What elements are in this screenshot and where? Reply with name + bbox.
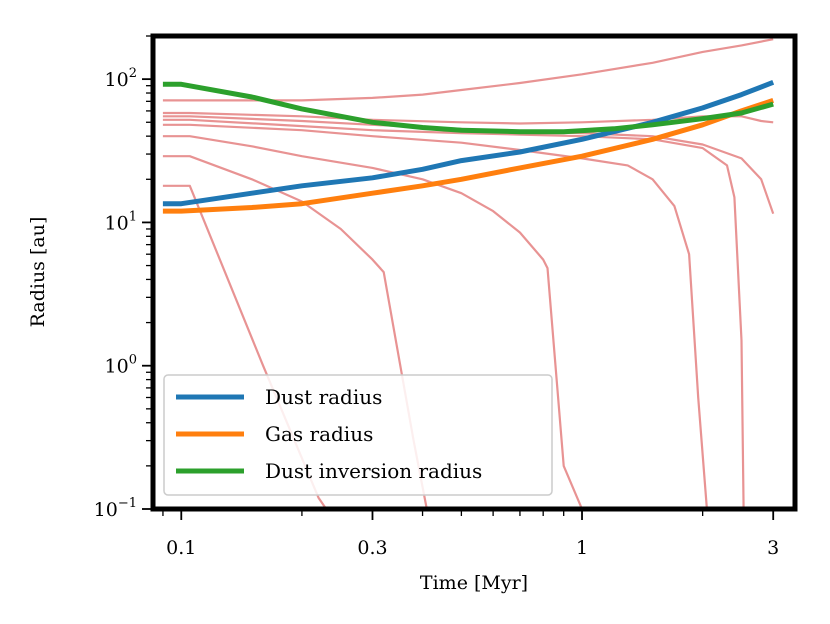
y-tick-exponent: 1	[129, 209, 137, 224]
y-tick-label: 101	[105, 209, 137, 234]
y-tick-label: 10−1	[94, 496, 137, 521]
legend-label: Dust radius	[265, 385, 382, 409]
legend-box	[163, 374, 553, 496]
y-tick-label: 100	[105, 353, 137, 378]
series-line-gas-radius	[162, 98, 774, 214]
x-tick-label: 1	[576, 537, 588, 559]
y-tick-base: 10	[105, 356, 129, 378]
y-tick-exponent: −1	[118, 496, 137, 511]
legend-label: Gas radius	[265, 422, 373, 446]
legend-label: Dust inversion radius	[265, 459, 482, 483]
series-line-dust-inversion-radius	[162, 81, 774, 135]
x-tick-label: 0.3	[357, 537, 387, 559]
y-tick-base: 10	[105, 69, 129, 91]
plot-frame	[150, 33, 798, 512]
legend: Dust radius Gas radius Dust inversion radi…	[163, 374, 553, 496]
x-axis: 0.1 0.3 1 3	[162, 511, 779, 559]
y-tick-exponent: 0	[129, 353, 137, 368]
trace-line-10	[162, 38, 774, 102]
y-tick-exponent: 2	[129, 66, 137, 81]
series-line-dust-radius	[162, 79, 775, 207]
x-axis-label: Time [Myr]	[420, 572, 528, 594]
main-series-group	[162, 79, 775, 214]
x-tick-label: 0.1	[166, 537, 196, 559]
x-tick-label: 3	[767, 537, 779, 559]
trace-line-3	[162, 184, 328, 509]
trace-line-7	[162, 118, 745, 509]
trace-line-5	[162, 135, 584, 509]
trace-line-9	[162, 111, 774, 125]
y-tick-base: 10	[94, 499, 118, 521]
y-axis-label: Radius [au]	[27, 217, 49, 328]
y-tick-label: 102	[105, 66, 137, 91]
y-tick-base: 10	[105, 212, 129, 234]
